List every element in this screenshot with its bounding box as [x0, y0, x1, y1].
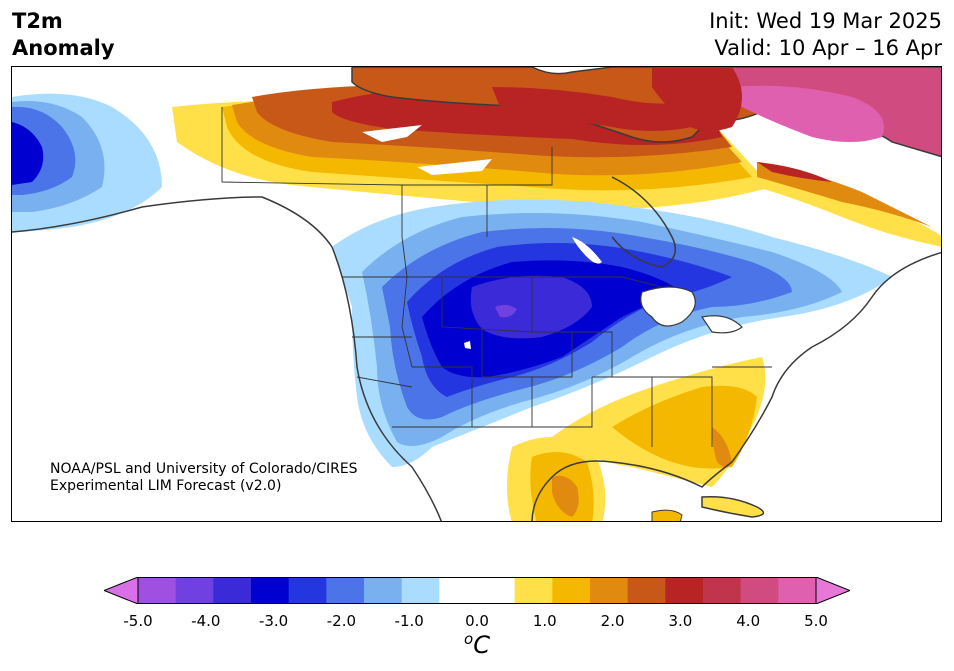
- colorbar-swatch: [288, 577, 327, 604]
- greenland-core: [732, 85, 884, 142]
- colorbar-tick-label: -1.0: [394, 612, 424, 630]
- colorbar-frame: [137, 577, 817, 604]
- arctic-islands-red: [492, 87, 712, 131]
- alaska-deepblue: [12, 122, 44, 185]
- labrador-red: [757, 162, 832, 182]
- colorbar-tick-label: 3.0: [668, 612, 693, 630]
- colorbar-swatch: [590, 577, 629, 604]
- map-canvas: [12, 67, 941, 521]
- colorbar-swatch: [213, 577, 252, 604]
- colorbar-swatch: [627, 577, 666, 604]
- colorbar-tick-label: -4.0: [191, 612, 221, 630]
- colorbar-swatch: [326, 577, 365, 604]
- credit-text: NOAA/PSL and University of Colorado/CIRE…: [50, 461, 358, 495]
- anomaly-map: NOAA/PSL and University of Colorado/CIRE…: [11, 66, 942, 522]
- unit-degree: o: [464, 630, 474, 648]
- colorbar-swatch: [778, 577, 817, 604]
- yucatan-island: [651, 509, 683, 521]
- colorbar-tick-label: 0.0: [465, 612, 489, 630]
- colorbar: [102, 576, 852, 605]
- colorbar-swatch: [514, 577, 553, 604]
- east-coast: [531, 251, 941, 521]
- colorbar-tick-label: 1.0: [532, 612, 557, 630]
- colorbar-tick-label: 5.0: [804, 612, 828, 630]
- west-coast: [12, 196, 443, 521]
- colorbar-max-arrow: [815, 576, 852, 605]
- colorbar-min-arrow: [102, 576, 139, 605]
- valid-date: Valid: 10 Apr – 16 Apr: [714, 36, 942, 60]
- colorbar-swatch: [138, 577, 177, 604]
- init-date: Init: Wed 19 Mar 2025: [709, 9, 942, 33]
- credit-line-2: Experimental LIM Forecast (v2.0): [50, 478, 282, 494]
- credit-line-1: NOAA/PSL and University of Colorado/CIRE…: [50, 461, 358, 477]
- colorbar-canvas: [102, 576, 852, 605]
- ice-patch-2: [417, 159, 492, 175]
- colorbar-tick-label: 2.0: [600, 612, 625, 630]
- hudson-white-patch: [572, 237, 602, 264]
- greenland-red-west: [652, 67, 742, 131]
- colorbar-swatch: [401, 577, 440, 604]
- colorbar-swatch: [175, 577, 214, 604]
- forecast-dates: Init: Wed 19 Mar 2025 Valid: 10 Apr – 16…: [709, 8, 942, 62]
- borders: [221, 107, 772, 447]
- title-product: Anomaly: [12, 36, 115, 60]
- colorbar-swatch: [740, 577, 779, 604]
- ice-patch-1: [362, 125, 422, 142]
- colorbar-tick-label: -5.0: [123, 612, 153, 630]
- cold-core: [470, 275, 592, 339]
- small-lake: [464, 341, 471, 349]
- labrador-orange: [757, 162, 932, 227]
- cold-max: [495, 304, 517, 318]
- colorbar-swatch: [552, 577, 591, 604]
- colorbar-swatch: [439, 577, 478, 604]
- cuba: [701, 495, 765, 518]
- great-lakes: [640, 286, 743, 334]
- colorbar-tick-label: -2.0: [326, 612, 357, 630]
- map-title: T2m Anomaly: [12, 8, 115, 62]
- mexico-orange: [552, 475, 579, 517]
- colorbar-unit: oC: [464, 630, 490, 659]
- unit-letter: C: [473, 631, 490, 659]
- colorbar-tick-label: 4.0: [736, 612, 761, 630]
- title-variable: T2m: [12, 9, 63, 33]
- colorbar-tick-label: -3.0: [258, 612, 289, 630]
- colorbar-swatch: [364, 577, 403, 604]
- hudson-bay-coast: [611, 176, 677, 268]
- florida-orange: [712, 427, 732, 467]
- colorbar-swatch: [703, 577, 742, 604]
- colorbar-swatch: [251, 577, 290, 604]
- colorbar-swatch: [665, 577, 704, 604]
- colorbar-swatch: [477, 577, 516, 604]
